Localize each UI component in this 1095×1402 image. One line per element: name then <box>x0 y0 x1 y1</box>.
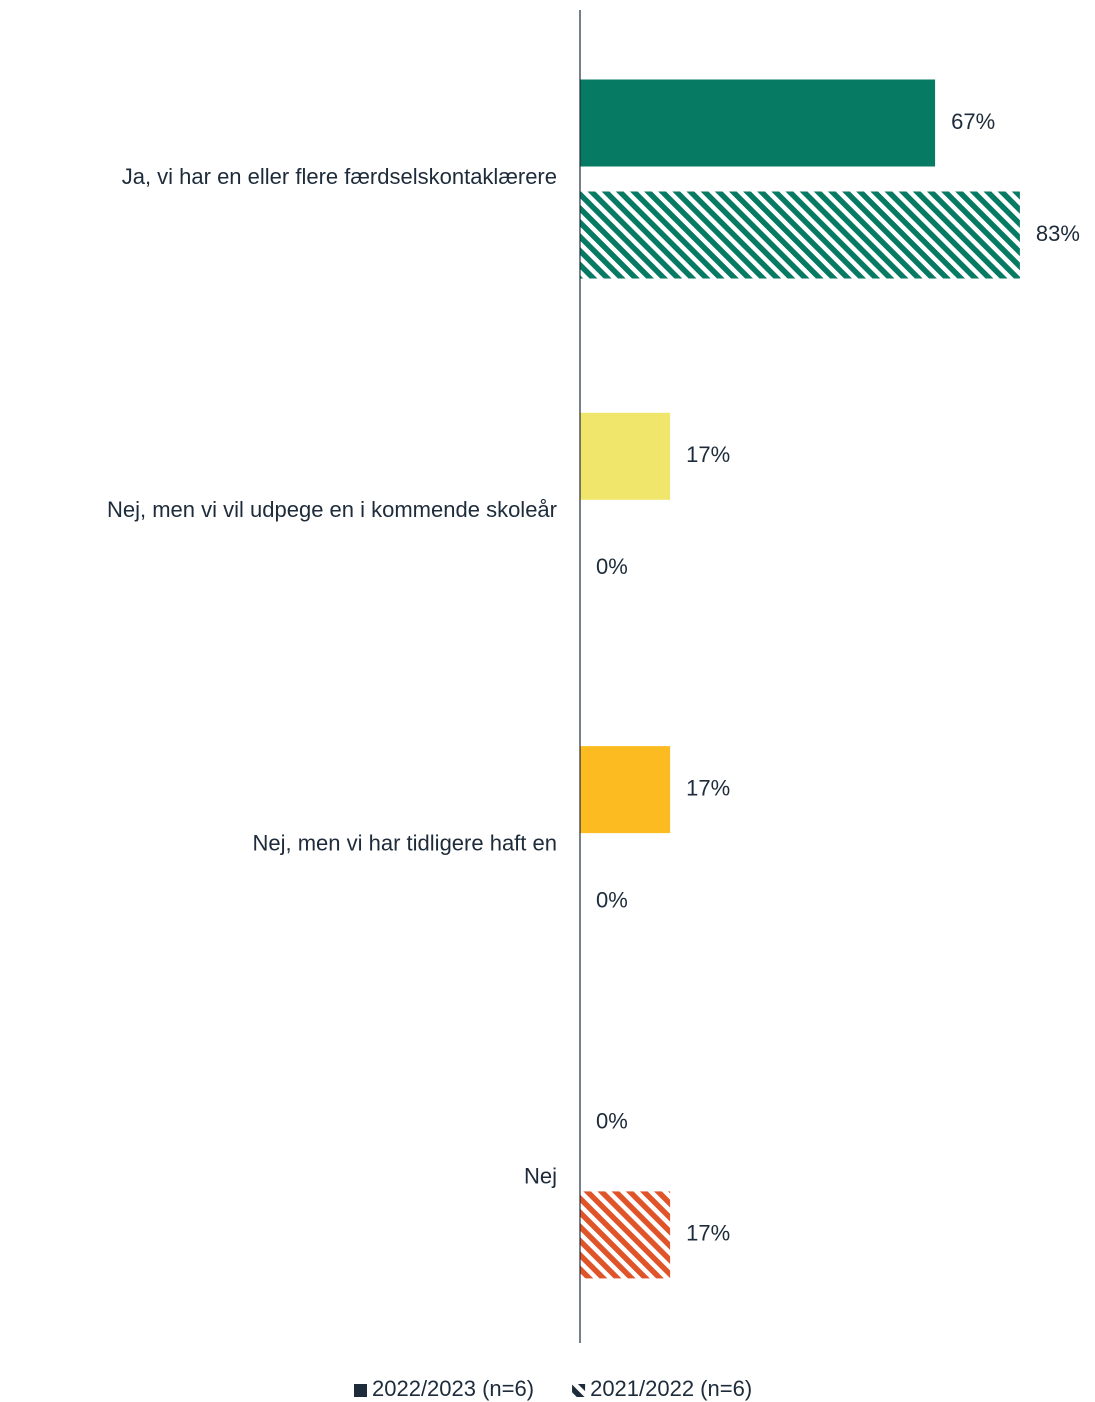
value-label: 0% <box>596 554 628 579</box>
legend-marker <box>572 1384 586 1397</box>
value-label: 17% <box>686 1221 730 1246</box>
bar <box>580 1191 671 1279</box>
legend-marker <box>354 1384 367 1397</box>
legend-label: 2022/2023 (n=6) <box>372 1376 534 1401</box>
bar <box>580 191 1020 279</box>
value-label: 0% <box>596 887 628 912</box>
legend-label: 2021/2022 (n=6) <box>590 1376 752 1401</box>
value-label: 0% <box>596 1109 628 1134</box>
value-label: 67% <box>951 109 995 134</box>
category-label: Nej <box>524 1164 557 1189</box>
category-label: Nej, men vi vil udpege en i kommende sko… <box>107 497 557 522</box>
bar <box>580 746 671 834</box>
category-label: Nej, men vi har tidligere haft en <box>253 830 558 855</box>
category-label: Ja, vi har en eller flere færdselskontak… <box>122 164 557 189</box>
value-label: 17% <box>686 775 730 800</box>
bar <box>580 79 936 167</box>
value-label: 83% <box>1036 221 1080 246</box>
bar <box>580 412 671 500</box>
value-label: 17% <box>686 442 730 467</box>
